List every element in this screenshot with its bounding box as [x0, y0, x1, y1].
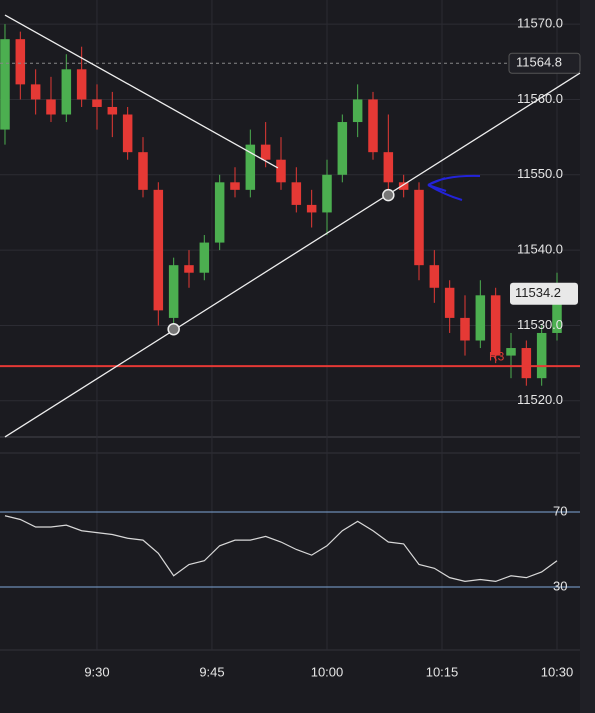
candle-body: [552, 293, 562, 333]
y-tick-label: 11540.0: [517, 242, 563, 257]
candle-body: [30, 84, 41, 100]
candle-body: [398, 182, 409, 190]
candle-body: [414, 189, 424, 266]
candle-body: [138, 152, 148, 190]
price-label: 11564.8: [516, 55, 562, 70]
candle-body: [276, 159, 286, 183]
candle-body: [122, 114, 133, 153]
side-strip: [580, 0, 595, 713]
candle-body: [306, 204, 317, 213]
candle-body: [352, 99, 363, 123]
candle-body: [460, 317, 470, 341]
candle-body: [536, 332, 547, 379]
candle-body: [0, 39, 10, 130]
candle-body: [46, 99, 56, 115]
candle-body: [92, 99, 102, 107]
candle-body: [383, 152, 394, 183]
labels: 9:30 9:45 10:00 10:15 10:30 11520.0 11530.0 115…: [84, 16, 581, 679]
candle-body: [521, 348, 532, 379]
x-tick-label: 10:15: [426, 664, 459, 679]
candle-body: [490, 295, 501, 356]
rsi-line: [4, 515, 558, 582]
candle-body: [153, 189, 164, 311]
candle-body: [444, 287, 455, 318]
candle-body: [107, 106, 118, 115]
candle-body: [184, 265, 194, 273]
candle-body: [322, 174, 332, 213]
candle-body: [337, 122, 348, 175]
candle-body: [368, 99, 378, 153]
anchor-point: [382, 188, 395, 202]
candle-body: [76, 69, 87, 100]
y-tick-label: 11550.0: [517, 166, 563, 181]
price-box: [508, 52, 581, 74]
x-tick-label: 9:30: [84, 664, 109, 679]
marks: [0, 14, 581, 582]
current-price-label: 11534.2: [515, 285, 561, 300]
level-label: R3: [489, 349, 505, 363]
y-tick-label: 11570.0: [517, 16, 563, 31]
candle-body: [230, 182, 240, 190]
trendline: [4, 72, 581, 438]
y-tick-label: 70: [553, 503, 567, 518]
candle-body: [168, 265, 179, 318]
candle-body: [475, 295, 486, 341]
candle-body: [429, 265, 440, 288]
y-tick-label: 11530.0: [517, 317, 563, 332]
candle-body: [199, 242, 210, 273]
y-tick-label: 11560.0: [517, 91, 563, 106]
candle-body: [260, 144, 271, 160]
x-tick-label: 10:30: [541, 664, 574, 679]
y-tick-label: 30: [553, 578, 567, 593]
x-tick-label: 9:45: [199, 664, 224, 679]
candle-body: [245, 144, 256, 190]
anchor-point: [167, 322, 180, 336]
candle-body: [214, 182, 225, 243]
trendline: [4, 14, 279, 169]
current-price-box: [510, 282, 578, 305]
candle-body: [15, 39, 26, 85]
candle-body: [506, 348, 516, 356]
candle-body: [291, 182, 302, 205]
arrow: [427, 174, 481, 201]
x-tick-label: 10:00: [311, 664, 344, 679]
grid: [0, 0, 580, 650]
y-tick-label: 11520.0: [517, 392, 563, 407]
candle-body: [61, 69, 72, 115]
